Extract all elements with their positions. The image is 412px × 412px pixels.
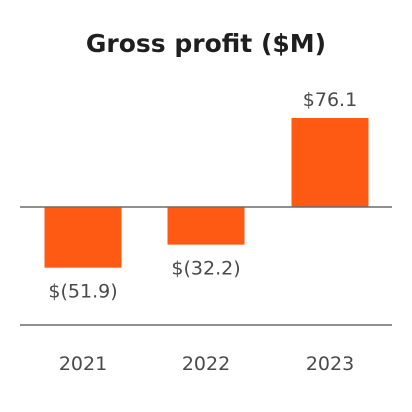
x-tick-label-2021: 2021 [59,353,107,375]
bar-2023 [291,118,369,207]
data-label-2023: $76.1 [303,89,357,111]
x-tick-label-2023: 2023 [306,353,354,375]
labels-layer: $(51.9) $(32.2) $76.1 [48,89,357,303]
bar-2021 [44,207,122,268]
x-tick-labels: 2021 2022 2023 [59,353,354,375]
bars-layer [44,118,369,268]
data-label-2022: $(32.2) [171,258,240,280]
chart-title: Gross profit ($M) [86,29,326,58]
bar-2022 [167,207,245,245]
x-tick-label-2022: 2022 [182,353,230,375]
data-label-2021: $(51.9) [48,281,117,303]
